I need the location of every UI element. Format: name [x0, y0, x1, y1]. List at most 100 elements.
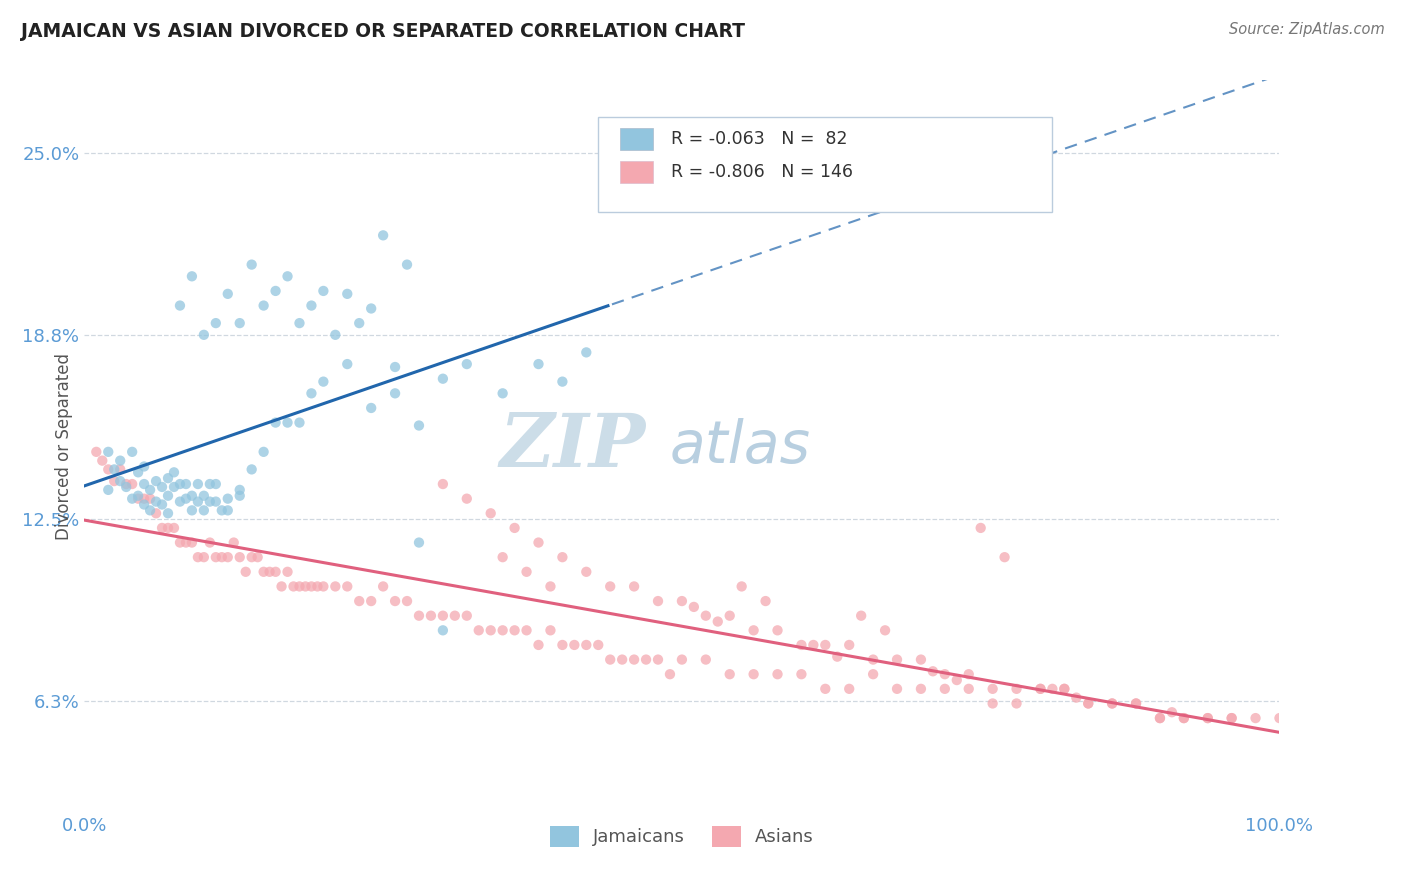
Point — [516, 624, 538, 638]
Point — [127, 466, 149, 480]
Point — [132, 491, 156, 506]
Point — [575, 638, 598, 652]
Point — [1042, 681, 1064, 696]
Point — [957, 667, 980, 681]
Point — [408, 608, 430, 623]
Point — [647, 594, 669, 608]
Point — [174, 535, 197, 549]
Point — [288, 579, 311, 593]
Point — [288, 316, 311, 330]
Point — [408, 535, 430, 549]
Point — [163, 521, 186, 535]
Point — [336, 357, 359, 371]
Point — [1005, 697, 1028, 711]
Point — [1220, 711, 1243, 725]
Point — [957, 681, 980, 696]
Point — [198, 535, 221, 549]
Point — [527, 535, 550, 549]
Point — [742, 624, 765, 638]
Point — [1029, 681, 1052, 696]
Point — [827, 649, 849, 664]
Point — [707, 615, 730, 629]
Point — [599, 579, 621, 593]
Point — [1005, 681, 1028, 696]
Point — [862, 652, 884, 666]
Point — [121, 445, 143, 459]
Point — [1125, 697, 1147, 711]
Point — [886, 652, 908, 666]
Point — [456, 608, 478, 623]
Point — [766, 624, 789, 638]
FancyBboxPatch shape — [620, 128, 654, 150]
Point — [127, 491, 149, 506]
Point — [1149, 711, 1171, 725]
Point — [349, 594, 371, 608]
Point — [157, 521, 180, 535]
Point — [169, 477, 191, 491]
Point — [181, 503, 204, 517]
Point — [910, 681, 932, 696]
Point — [121, 491, 143, 506]
Point — [198, 494, 221, 508]
Point — [456, 357, 478, 371]
Point — [1029, 681, 1052, 696]
Point — [169, 299, 191, 313]
Point — [742, 667, 765, 681]
Point — [1161, 705, 1184, 719]
Point — [240, 258, 263, 272]
Point — [277, 565, 299, 579]
Point — [312, 579, 335, 593]
Point — [875, 624, 897, 638]
Point — [384, 594, 406, 608]
Point — [217, 491, 239, 506]
Point — [325, 327, 347, 342]
Point — [336, 286, 359, 301]
Point — [253, 445, 276, 459]
Text: ZIP: ZIP — [499, 409, 647, 483]
Point — [229, 316, 252, 330]
Point — [551, 550, 574, 565]
Point — [718, 608, 741, 623]
Point — [307, 579, 329, 593]
Point — [803, 638, 825, 652]
Point — [432, 608, 454, 623]
Point — [492, 386, 515, 401]
Point — [193, 489, 215, 503]
Point — [886, 681, 908, 696]
Point — [1066, 690, 1088, 705]
Point — [575, 565, 598, 579]
Point — [294, 579, 316, 593]
Point — [110, 474, 132, 488]
Point — [1077, 697, 1099, 711]
Point — [922, 665, 945, 679]
Point — [1077, 697, 1099, 711]
Point — [1220, 711, 1243, 725]
Point — [312, 375, 335, 389]
Text: JAMAICAN VS ASIAN DIVORCED OR SEPARATED CORRELATION CHART: JAMAICAN VS ASIAN DIVORCED OR SEPARATED … — [21, 22, 745, 41]
Point — [150, 498, 173, 512]
Point — [193, 550, 215, 565]
Point — [205, 316, 228, 330]
Point — [283, 579, 305, 593]
Point — [970, 521, 993, 535]
Point — [139, 491, 162, 506]
Point — [163, 480, 186, 494]
Point — [540, 624, 562, 638]
Point — [623, 652, 645, 666]
Point — [277, 416, 299, 430]
Point — [150, 480, 173, 494]
Point — [229, 489, 252, 503]
Point — [456, 491, 478, 506]
Point — [492, 550, 515, 565]
Point — [139, 503, 162, 517]
Point — [187, 494, 209, 508]
Point — [623, 579, 645, 593]
Point — [270, 579, 292, 593]
Point — [360, 401, 382, 415]
Point — [301, 299, 323, 313]
Point — [103, 462, 125, 476]
Point — [718, 667, 741, 681]
Point — [503, 521, 526, 535]
Point — [492, 624, 515, 638]
Point — [1053, 681, 1076, 696]
